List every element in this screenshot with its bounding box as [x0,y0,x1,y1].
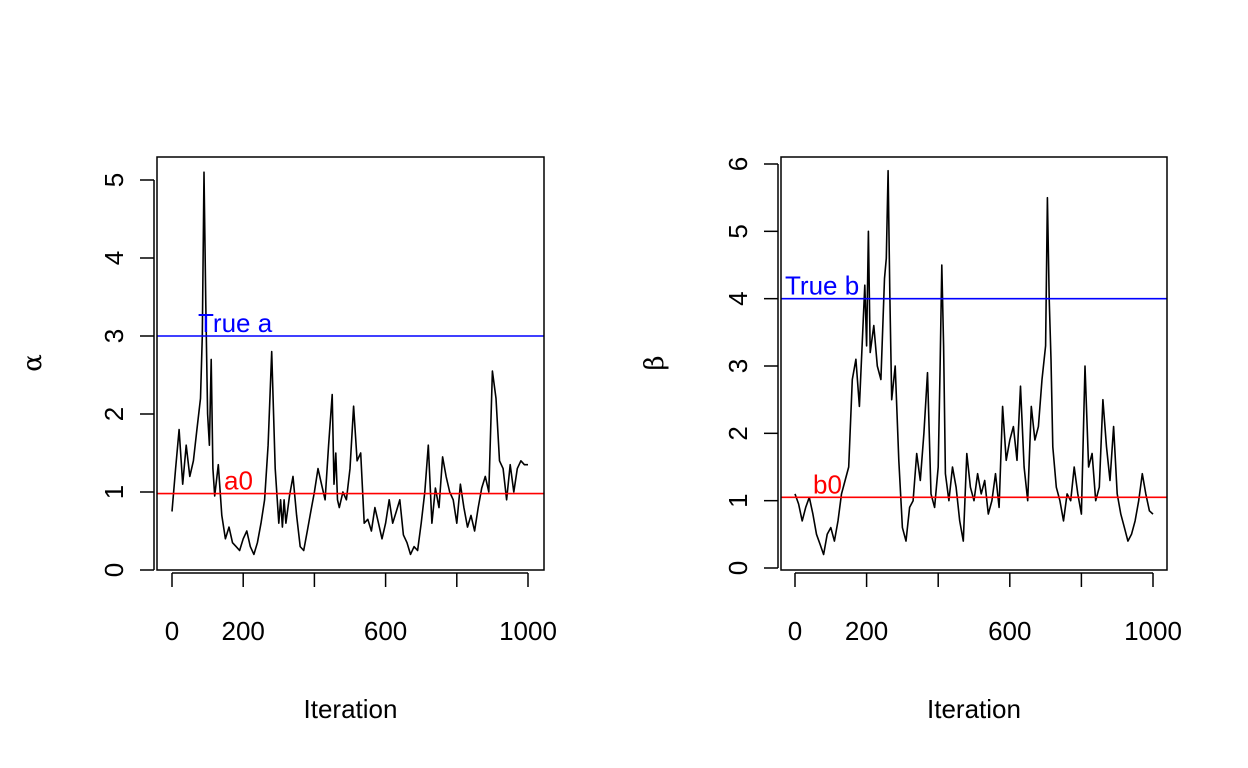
x-tick-label: 0 [165,616,179,646]
reference-line-label: True b [785,271,859,301]
y-tick-label: 0 [723,561,753,575]
x-tick-label: 1000 [499,616,557,646]
y-tick-label: 5 [723,224,753,238]
y-tick-label: 4 [99,251,129,265]
beta-trace-panel: True b b0 0 200 600 1000 0 1 2 3 4 5 6 Iteration β [640,156,1182,724]
x-axis-title: Iteration [304,694,398,724]
y-tick-label: 1 [723,493,753,507]
trace-series-line [171,171,528,556]
y-axis-title: α [18,354,48,372]
x-tick-label: 200 [845,616,888,646]
x-tick-label: 600 [988,616,1031,646]
plot-box [780,156,1168,571]
y-tick-label: 4 [723,291,753,305]
y-tick-label: 2 [99,407,129,421]
y-tick-label: 2 [723,426,753,440]
y-tick-label: 0 [99,563,129,577]
alpha-trace-panel: True a a0 0 200 600 1000 0 1 2 3 4 5 Iteration α [18,156,557,724]
plot-box [156,156,545,571]
y-tick-label: 5 [99,173,129,187]
y-tick-label: 3 [99,329,129,343]
reference-line-label: b0 [813,469,842,499]
y-axis-title: β [640,355,670,370]
y-tick-label: 6 [723,157,753,171]
trace-series-line [794,169,1154,556]
reference-line-label: a0 [224,466,253,496]
x-tick-label: 0 [788,616,802,646]
x-tick-label: 600 [364,616,407,646]
x-axis-title: Iteration [927,694,1021,724]
y-tick-label: 3 [723,359,753,373]
x-tick-label: 200 [222,616,265,646]
reference-line-label: True a [198,308,273,338]
y-tick-label: 1 [99,485,129,499]
x-tick-label: 1000 [1124,616,1182,646]
